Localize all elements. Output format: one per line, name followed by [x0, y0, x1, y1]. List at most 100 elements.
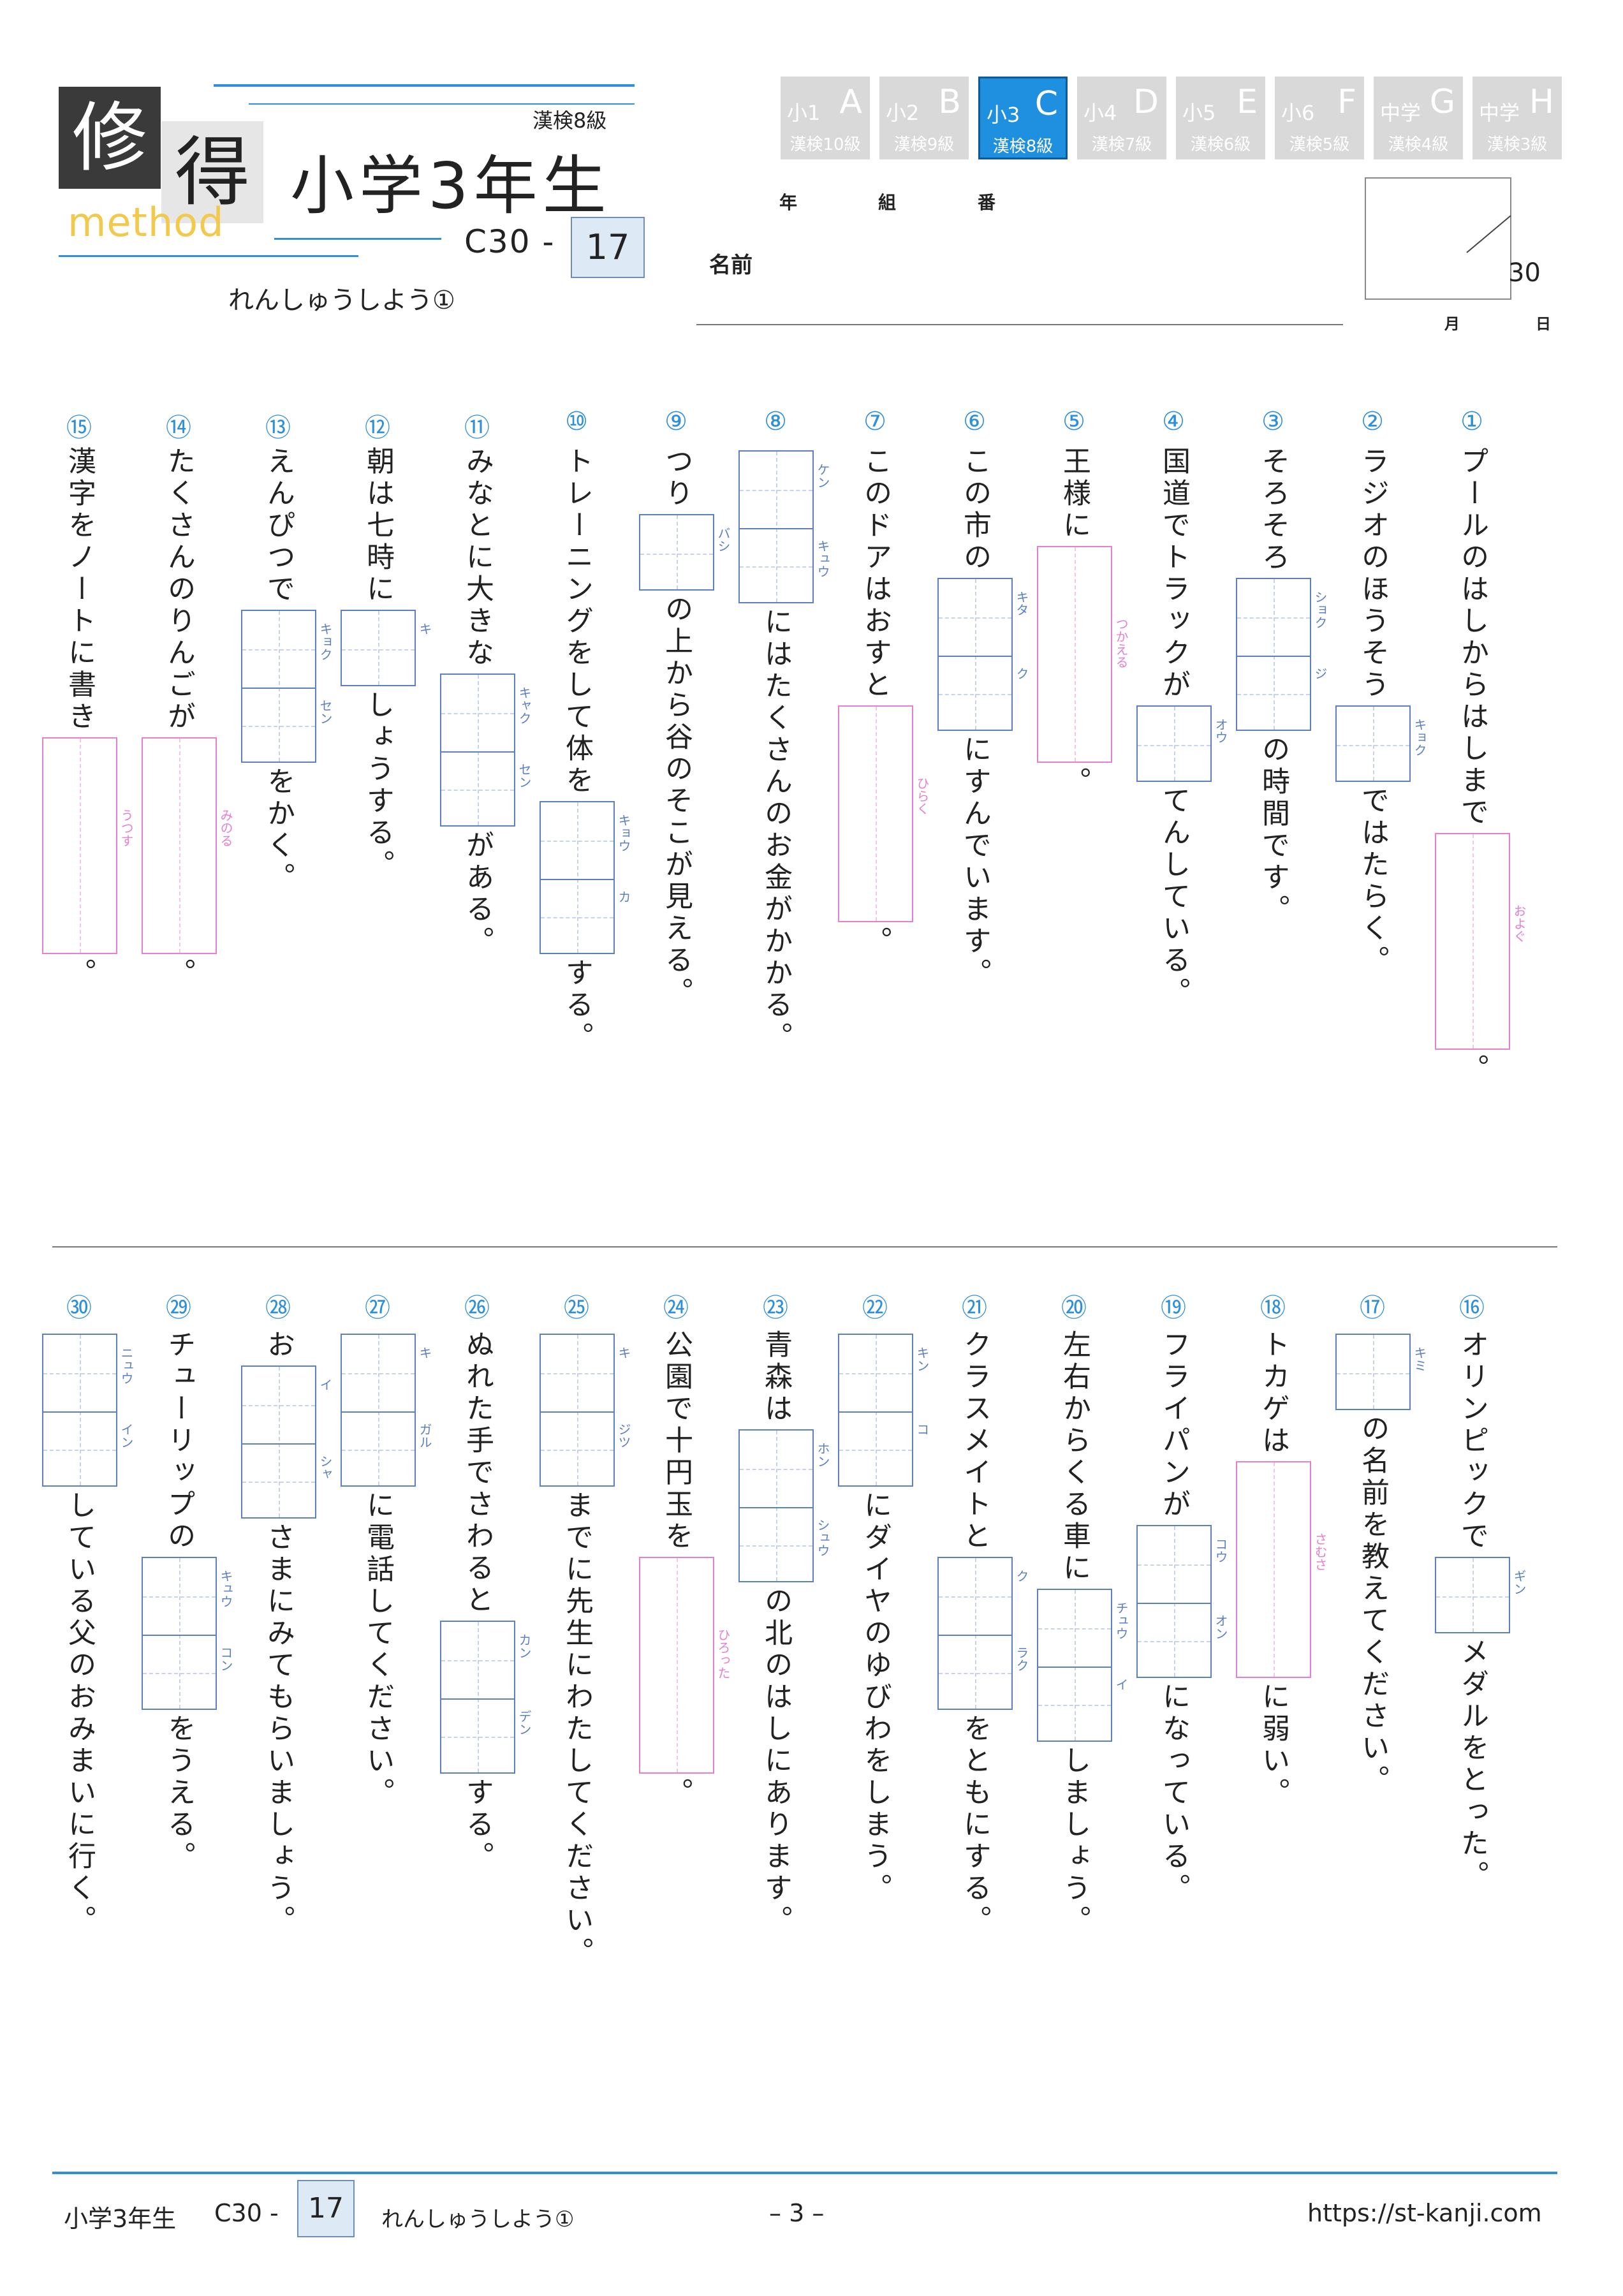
reading-hint: カン: [517, 1633, 532, 1659]
answer-box-kunyomi[interactable]: さむさ: [1236, 1461, 1328, 1678]
question-number: ⑭: [166, 413, 191, 443]
question-text: そろそろ: [1257, 446, 1289, 574]
level-tab-d[interactable]: 小4 D 漢検7級: [1077, 77, 1166, 159]
answer-box-kunyomi[interactable]: みのる: [142, 737, 233, 954]
reading-hint: セン: [318, 699, 333, 725]
answer-box-kunyomi[interactable]: うつす: [42, 737, 134, 954]
question-number: ⑨: [665, 407, 687, 436]
level-tab-h[interactable]: 中学 H 漢検3級: [1472, 77, 1562, 159]
reading-hint: ギン: [1511, 1570, 1527, 1595]
answer-box[interactable]: キジツ: [540, 1334, 631, 1487]
question-number: ①: [1460, 407, 1483, 436]
label-nen: 年: [779, 192, 798, 213]
answer-box[interactable]: キタク: [937, 578, 1029, 731]
reading-hint: ク: [1014, 1570, 1029, 1582]
header-rule-2: [274, 238, 441, 240]
level-tab-e[interactable]: 小5 E 漢検6級: [1176, 77, 1265, 159]
reading-hint: ニュウ: [119, 1346, 134, 1385]
level-grade: 小3: [987, 103, 1020, 127]
page-title: 小学3年生: [290, 149, 612, 223]
reading-hint: キ: [417, 622, 432, 635]
question-text: 。: [1058, 767, 1091, 798]
level-tab-a[interactable]: 小1 A 漢検10級: [781, 77, 870, 159]
page-number: – 3 –: [769, 2199, 825, 2227]
level-tab-c[interactable]: 小3 C 漢検8級: [978, 77, 1068, 159]
answer-box-kunyomi[interactable]: およぐ: [1435, 833, 1527, 1050]
answer-box[interactable]: コウ オン: [1136, 1525, 1228, 1678]
reading-hint: シャ: [318, 1455, 333, 1480]
label-name: 名前: [709, 253, 753, 278]
answer-box[interactable]: チュウイ: [1037, 1589, 1129, 1742]
question-number: ㉘: [265, 1293, 291, 1323]
question-number: ㉕: [564, 1293, 589, 1323]
question-text: たくさんのりんごが: [163, 446, 195, 733]
question-text: 左右からくる車に: [1058, 1330, 1091, 1585]
answer-box[interactable]: イシャ: [241, 1365, 333, 1519]
reading-hint: ラク: [1014, 1646, 1029, 1672]
question-number: ⑳: [1061, 1293, 1087, 1323]
reading-hint: シュウ: [815, 1519, 830, 1557]
reading-hint: キタ: [1014, 591, 1029, 616]
question-text: 青森は: [760, 1330, 792, 1425]
answer-box[interactable]: キョク: [1335, 705, 1427, 782]
question-number: ㉒: [862, 1293, 888, 1323]
answer-box[interactable]: クラク: [937, 1557, 1029, 1710]
question-text: お: [262, 1330, 295, 1362]
answer-box[interactable]: ケン キュウ: [738, 450, 830, 603]
level-grade: 小6: [1281, 101, 1315, 125]
question-text: 漢字をノートに書き: [63, 446, 96, 733]
reading-hint: チュウ: [1113, 1601, 1129, 1640]
reading-hint: ショク: [1312, 591, 1328, 629]
reading-hint: キ: [417, 1346, 432, 1359]
answer-box[interactable]: ニュウ イン: [42, 1334, 134, 1487]
header-rule-3: [59, 255, 358, 257]
label-kumi: 組: [878, 192, 897, 213]
answer-box[interactable]: キョク セン: [241, 610, 333, 763]
worksheet-number: 17: [571, 217, 645, 278]
footer-grade: 小学3年生: [64, 2205, 177, 2233]
question-number: ⑬: [265, 413, 291, 443]
answer-box[interactable]: ショクジ: [1236, 578, 1328, 731]
question-text: みなとに大きな: [461, 446, 494, 670]
answer-box-kunyomi[interactable]: つかえる: [1037, 546, 1129, 763]
reading-hint: さむさ: [1312, 1533, 1328, 1571]
answer-box[interactable]: キミ: [1335, 1334, 1427, 1410]
level-grade: 小4: [1083, 101, 1117, 125]
question-text: 。: [63, 958, 96, 990]
level-grade: 小2: [886, 101, 920, 125]
answer-box[interactable]: キ: [341, 610, 432, 686]
question-text: になっている。: [1157, 1682, 1190, 1905]
question-text: している父のおみまいに行く。: [63, 1490, 96, 1937]
answer-box[interactable]: ホン シュウ: [738, 1429, 830, 1582]
answer-box[interactable]: ギン: [1435, 1557, 1527, 1633]
answer-box[interactable]: キョウカ: [540, 801, 631, 954]
level-kanken: 漢検7級: [1091, 135, 1152, 154]
site-url[interactable]: https://st-kanji.com: [1307, 2199, 1542, 2227]
level-letter: B: [938, 83, 961, 121]
answer-box[interactable]: カン デン: [440, 1621, 532, 1774]
answer-box-kunyomi[interactable]: ひらく: [838, 705, 930, 922]
level-grade: 中学: [1380, 101, 1421, 125]
question-text: がある。: [461, 830, 494, 958]
answer-box[interactable]: キガル: [341, 1334, 432, 1487]
level-tab-b[interactable]: 小2 B 漢検9級: [879, 77, 969, 159]
question-number: ⑥: [963, 407, 986, 436]
answer-box[interactable]: オウ: [1136, 705, 1228, 782]
question-text: このドアはおすと: [859, 446, 892, 702]
answer-box[interactable]: キュウ コン: [142, 1557, 233, 1710]
reading-hint: イ: [1113, 1678, 1129, 1691]
question-text: えんぴつで: [262, 446, 295, 606]
reading-hint: ジ: [1312, 667, 1328, 680]
reading-hint: キョク: [318, 622, 333, 661]
answer-box-kunyomi[interactable]: ひろった: [639, 1557, 731, 1774]
reading-hint: キン: [914, 1346, 930, 1372]
name-line[interactable]: [696, 324, 1343, 325]
level-tab-f[interactable]: 小6 F 漢検5級: [1275, 77, 1364, 159]
level-tab-g[interactable]: 中学 G 漢検4級: [1374, 77, 1463, 159]
answer-box[interactable]: バシ: [639, 514, 731, 591]
level-letter: D: [1133, 83, 1159, 121]
answer-box[interactable]: キャク セン: [440, 673, 532, 827]
answer-box[interactable]: キンコ: [838, 1334, 930, 1487]
reading-hint: みのる: [218, 809, 233, 847]
worksheet-code: C30 -: [464, 223, 555, 260]
